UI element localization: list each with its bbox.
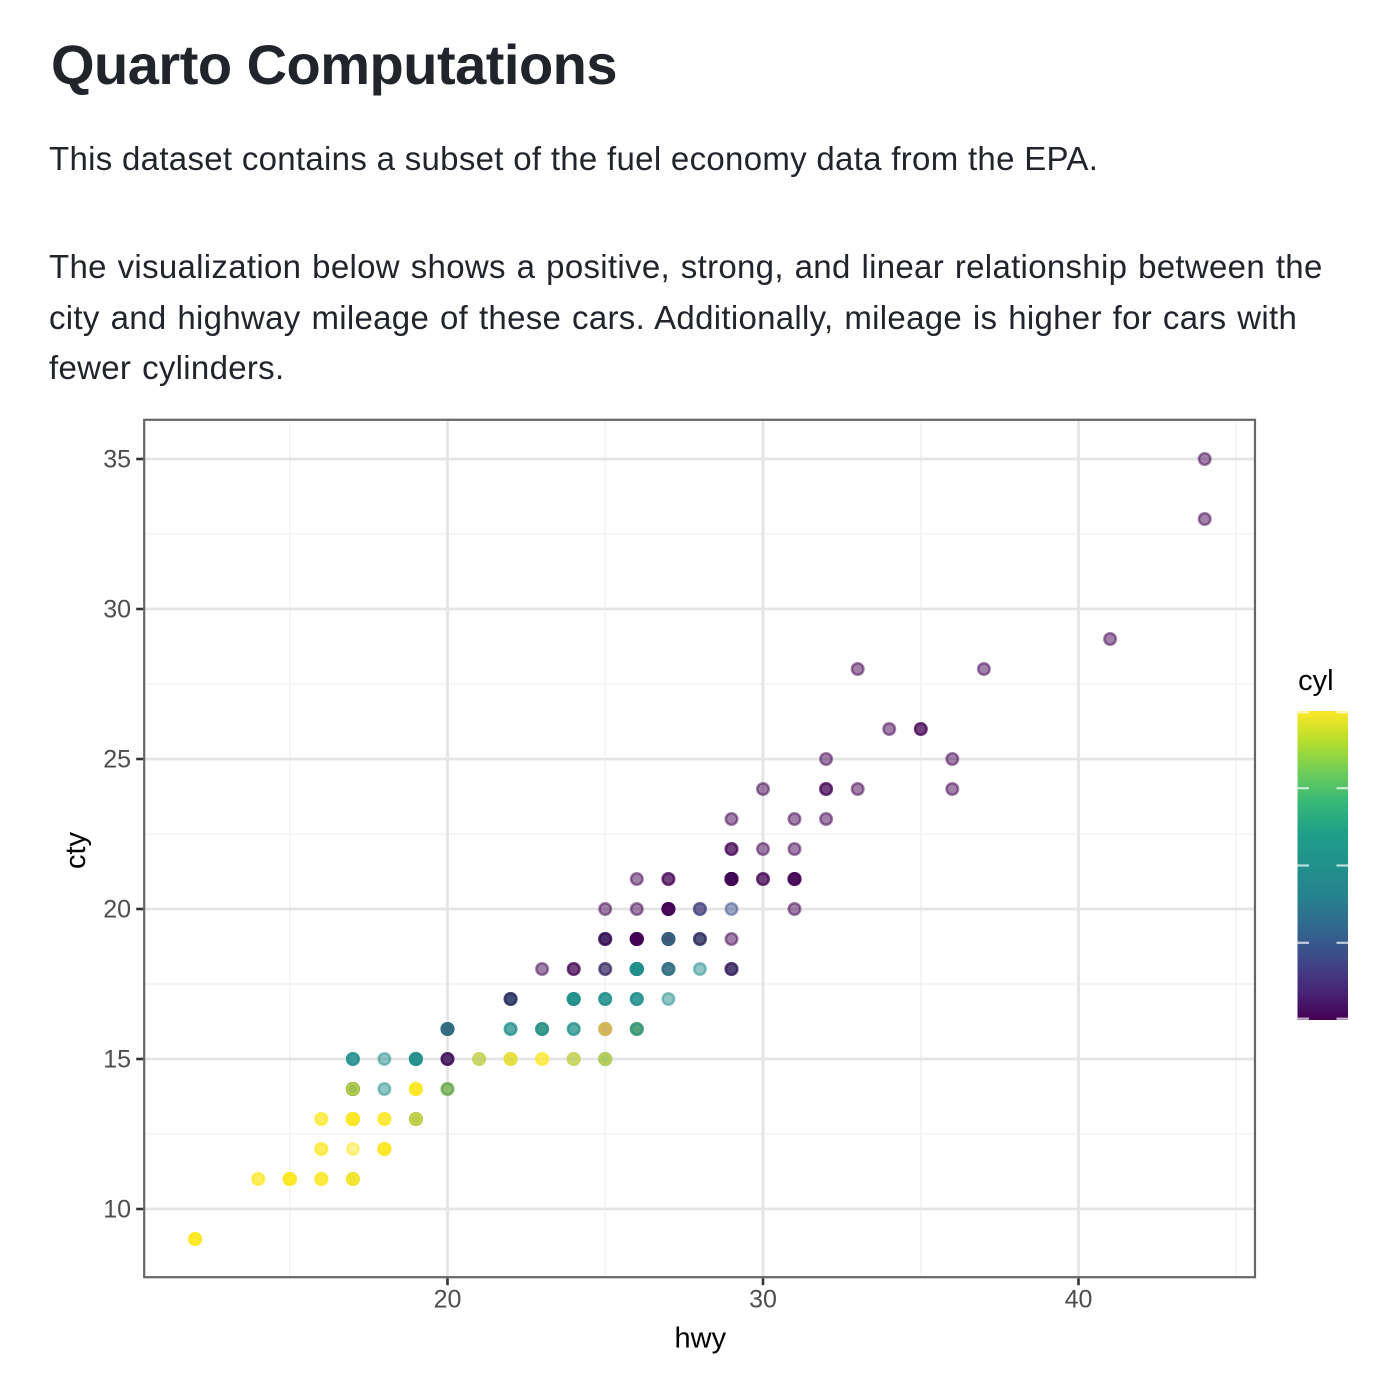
svg-text:25: 25 (103, 746, 131, 774)
svg-text:35: 35 (103, 446, 131, 474)
svg-text:cyl: cyl (1298, 665, 1333, 697)
svg-text:30: 30 (103, 596, 131, 624)
svg-text:hwy: hwy (675, 1323, 727, 1355)
svg-text:cty: cty (60, 831, 92, 869)
svg-text:15: 15 (103, 1046, 131, 1074)
svg-text:30: 30 (749, 1286, 777, 1314)
svg-text:20: 20 (103, 896, 131, 924)
svg-text:10: 10 (103, 1196, 131, 1224)
svg-text:40: 40 (1065, 1286, 1093, 1314)
svg-text:20: 20 (434, 1286, 462, 1314)
